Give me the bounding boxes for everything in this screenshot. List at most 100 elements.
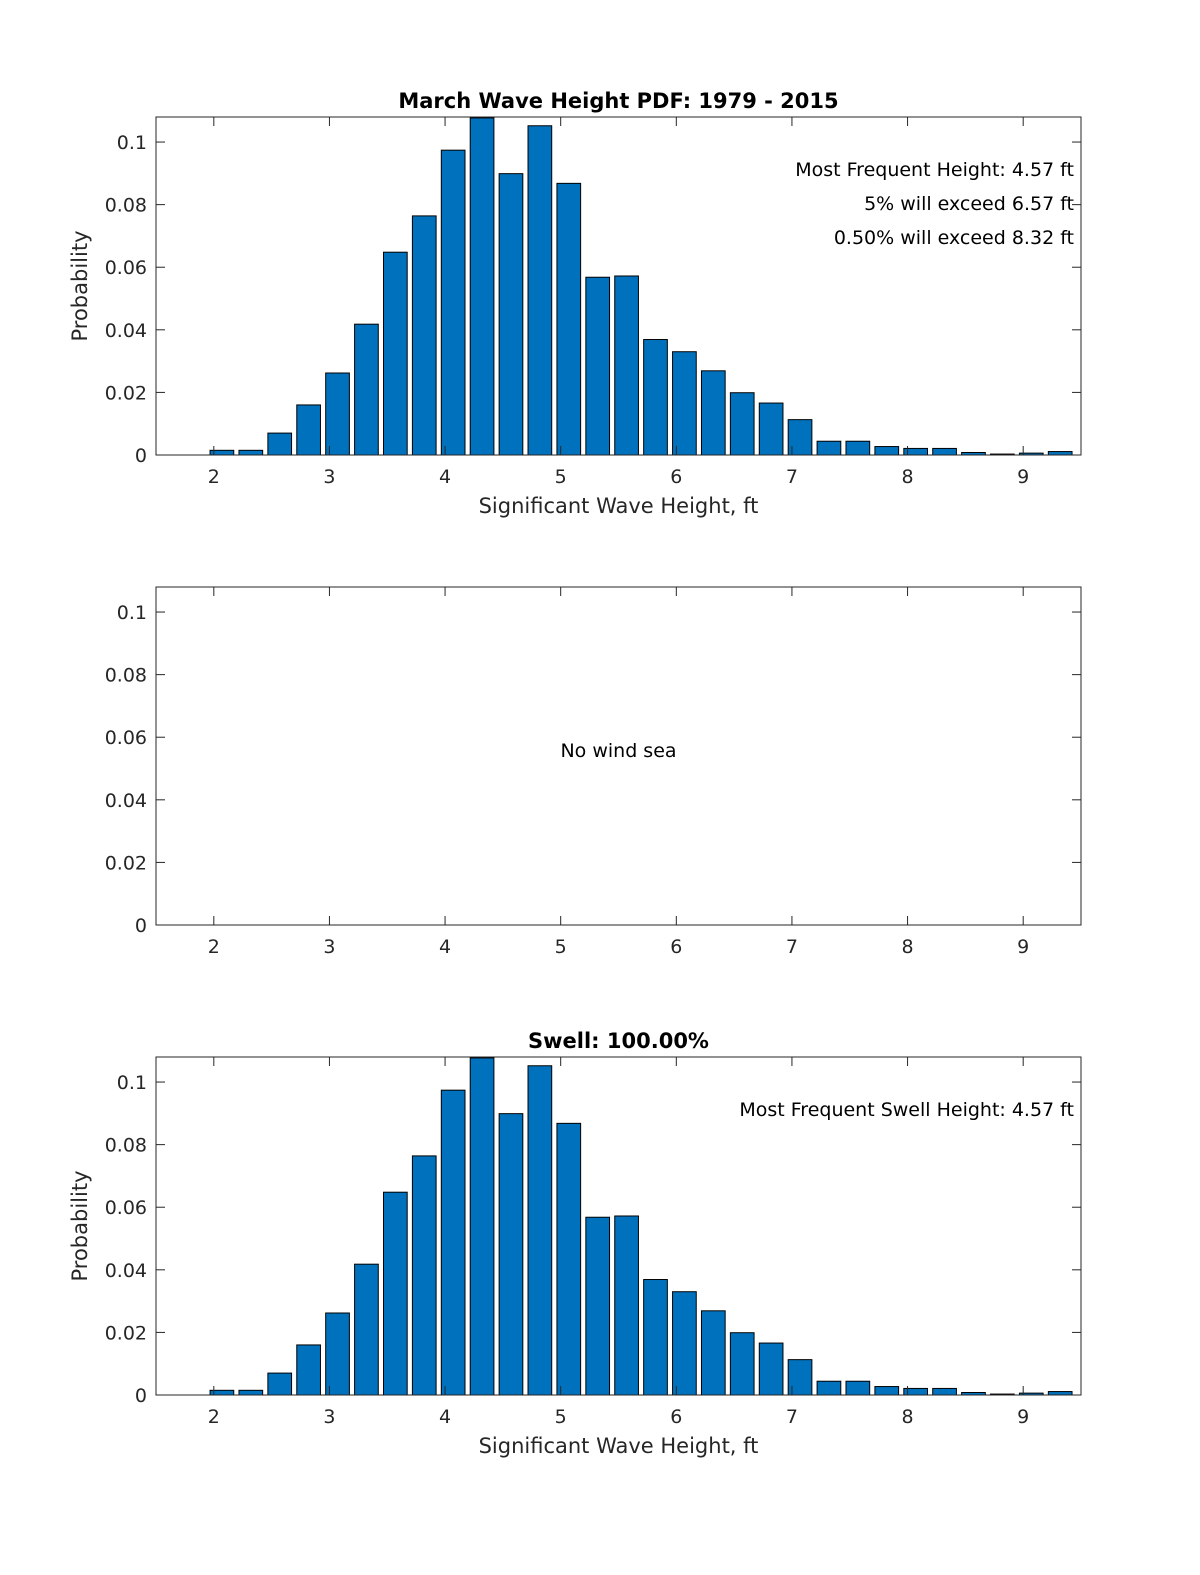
bar [382, 251, 408, 456]
axes-frame [155, 1056, 1082, 1396]
x-tick-label: 6 [670, 1406, 682, 1428]
x-tick-label: 9 [1017, 1406, 1029, 1428]
bar [932, 1387, 957, 1396]
y-axis-label: Probability [68, 230, 92, 341]
bar [614, 1215, 639, 1396]
y-axis-label: Probability [68, 1170, 92, 1281]
bar [411, 1155, 437, 1396]
panel-swell: 2 3 4 5 6 7 8 9 0 0.02 0.04 0.06 0.08 0.1 Swell: 100.0… [68, 1029, 1082, 1458]
bar [238, 1389, 264, 1396]
x-tick-label: 2 [208, 466, 220, 488]
y-tick-label: 0.06 [105, 727, 147, 749]
x-tick-label: 2 [208, 1406, 220, 1428]
y-tick-label: 0.06 [105, 1197, 147, 1219]
y-tick-label: 0.02 [105, 382, 147, 404]
panel-windsea: 2 3 4 5 6 7 8 9 0 0.02 0.04 0.06 0.08 0.1 No wind sea [105, 586, 1082, 958]
y-tick-label: 0 [135, 445, 147, 467]
bar [614, 275, 639, 456]
bar [325, 372, 350, 456]
bar [527, 1065, 553, 1396]
x-tick-label: 5 [555, 466, 567, 488]
bar [585, 1216, 611, 1396]
bar [1047, 1391, 1073, 1396]
bar [874, 1386, 900, 1396]
annotation-text: 5% will exceed 6.57 ft [864, 193, 1074, 215]
bar [469, 1057, 495, 1396]
x-tick-label: 3 [323, 466, 335, 488]
y-tick-label: 0.02 [105, 852, 147, 874]
bar [874, 446, 900, 456]
bar [643, 1279, 668, 1396]
bar [527, 125, 553, 456]
bar [556, 182, 582, 456]
chart-title: March Wave Height PDF: 1979 - 2015 [398, 89, 838, 113]
x-tick-label: 4 [439, 1406, 451, 1428]
x-tick-label: 7 [786, 1406, 798, 1428]
bar [469, 117, 495, 456]
bar [643, 339, 668, 456]
bar [267, 1372, 293, 1396]
x-tick-label: 6 [670, 936, 682, 958]
no-data-message: No wind sea [560, 740, 676, 762]
bar [845, 1380, 871, 1396]
y-tick-label: 0 [135, 915, 147, 937]
x-tick-label: 7 [786, 936, 798, 958]
bar [440, 1089, 466, 1396]
bar [729, 1332, 755, 1396]
y-tick-label: 0.1 [117, 602, 147, 624]
bar [672, 1291, 697, 1396]
bar [296, 1344, 321, 1396]
bar [758, 1342, 784, 1396]
x-tick-label: 6 [670, 466, 682, 488]
x-tick-label: 8 [902, 1406, 914, 1428]
bar [700, 1310, 726, 1396]
x-tick-label: 2 [208, 936, 220, 958]
bar [498, 173, 524, 456]
bar [556, 1122, 582, 1396]
y-tick-label: 0.04 [105, 1260, 147, 1282]
bar [1047, 451, 1073, 456]
y-tick-label: 0.08 [105, 665, 147, 687]
bar [729, 392, 755, 456]
annotation-text: Most Frequent Height: 4.57 ft [795, 159, 1074, 181]
bar [354, 1263, 379, 1396]
y-tick-label: 0.04 [105, 320, 147, 342]
bar [267, 432, 293, 456]
bar [816, 1380, 842, 1396]
axes-frame [155, 586, 1082, 926]
bar [440, 149, 466, 456]
bar [758, 402, 784, 456]
bar [816, 440, 842, 456]
x-tick-label: 5 [555, 936, 567, 958]
x-tick-label: 7 [786, 466, 798, 488]
x-axis-label: Significant Wave Height, ft [479, 1434, 759, 1458]
x-tick-label: 3 [323, 1406, 335, 1428]
x-tick-label: 9 [1017, 936, 1029, 958]
x-tick-label: 4 [439, 466, 451, 488]
y-tick-label: 0.1 [117, 1072, 147, 1094]
bar [932, 447, 957, 456]
chart-title: Swell: 100.00% [528, 1029, 709, 1053]
y-tick-label: 0.08 [105, 195, 147, 217]
bar [672, 351, 697, 456]
y-tick-label: 0.08 [105, 1135, 147, 1157]
bar [498, 1113, 524, 1396]
bar [411, 215, 437, 456]
x-tick-label: 9 [1017, 466, 1029, 488]
bar [585, 276, 611, 456]
panel-total: 2 3 4 5 6 7 8 9 0 0.02 0.04 0.06 0.08 0.1 March Wave H… [68, 89, 1082, 518]
annotation-text: Most Frequent Swell Height: 4.57 ft [739, 1099, 1074, 1121]
bar [296, 404, 321, 456]
bar [700, 370, 726, 456]
y-tick-label: 0 [135, 1385, 147, 1407]
y-tick-label: 0.1 [117, 132, 147, 154]
bar [325, 1312, 350, 1396]
annotation-text: 0.50% will exceed 8.32 ft [834, 227, 1074, 249]
x-tick-label: 8 [902, 466, 914, 488]
x-axis-label: Significant Wave Height, ft [479, 494, 759, 518]
x-tick-label: 8 [902, 936, 914, 958]
bar [845, 440, 871, 456]
y-tick-label: 0.02 [105, 1322, 147, 1344]
x-tick-label: 3 [323, 936, 335, 958]
